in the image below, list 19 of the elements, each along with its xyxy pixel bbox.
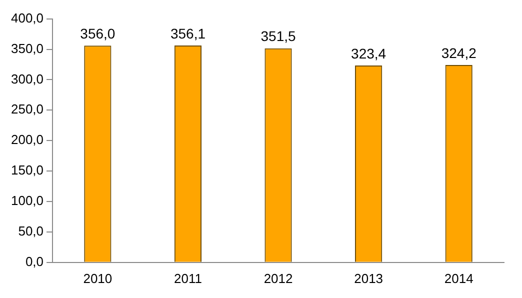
y-tick-label: 100,0 — [10, 193, 44, 208]
data-label: 356,0 — [80, 25, 116, 42]
data-label: 356,1 — [170, 25, 206, 42]
y-tick-label: 300,0 — [10, 71, 44, 86]
y-tick-label: 350,0 — [10, 40, 44, 56]
x-tick-label: 2011 — [174, 270, 202, 286]
x-tick-label: 2012 — [264, 270, 293, 286]
data-label: 324,2 — [441, 44, 477, 61]
x-tick-label: 2014 — [444, 270, 474, 286]
data-label: 323,4 — [351, 45, 386, 62]
y-tick-label: 200,0 — [10, 132, 44, 148]
x-tick-label: 2013 — [354, 270, 384, 286]
data-label: 351,5 — [260, 28, 296, 44]
y-tick-label: 400,0 — [10, 10, 44, 26]
y-tick-label: 250,0 — [10, 102, 44, 117]
y-tick-label: 0,0 — [25, 254, 44, 269]
x-tick-label: 2010 — [83, 270, 112, 286]
y-tick-label: 50,0 — [18, 224, 44, 239]
y-tick-label: 150,0 — [10, 162, 44, 178]
